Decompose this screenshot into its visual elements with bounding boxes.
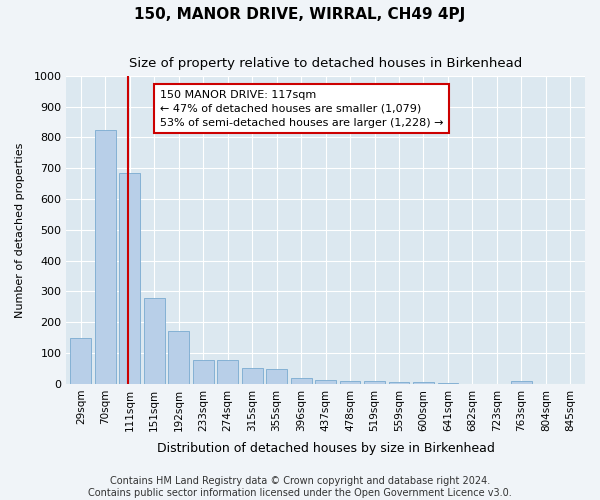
Text: 150, MANOR DRIVE, WIRRAL, CH49 4PJ: 150, MANOR DRIVE, WIRRAL, CH49 4PJ — [134, 8, 466, 22]
Bar — [193, 360, 214, 384]
Bar — [169, 330, 189, 384]
Bar — [70, 338, 91, 384]
Bar — [364, 382, 385, 384]
Bar — [266, 369, 287, 384]
Bar — [119, 174, 140, 384]
Text: Contains HM Land Registry data © Crown copyright and database right 2024.
Contai: Contains HM Land Registry data © Crown c… — [88, 476, 512, 498]
Y-axis label: Number of detached properties: Number of detached properties — [15, 142, 25, 318]
Bar — [242, 368, 263, 384]
Bar — [437, 383, 458, 384]
Bar — [389, 382, 409, 384]
Bar — [95, 130, 116, 384]
Bar — [315, 380, 336, 384]
Title: Size of property relative to detached houses in Birkenhead: Size of property relative to detached ho… — [129, 58, 522, 70]
Bar — [217, 360, 238, 384]
X-axis label: Distribution of detached houses by size in Birkenhead: Distribution of detached houses by size … — [157, 442, 494, 455]
Bar — [291, 378, 311, 384]
Bar — [511, 382, 532, 384]
Text: 150 MANOR DRIVE: 117sqm
← 47% of detached houses are smaller (1,079)
53% of semi: 150 MANOR DRIVE: 117sqm ← 47% of detache… — [160, 90, 443, 128]
Bar — [144, 298, 164, 384]
Bar — [340, 382, 361, 384]
Bar — [413, 382, 434, 384]
